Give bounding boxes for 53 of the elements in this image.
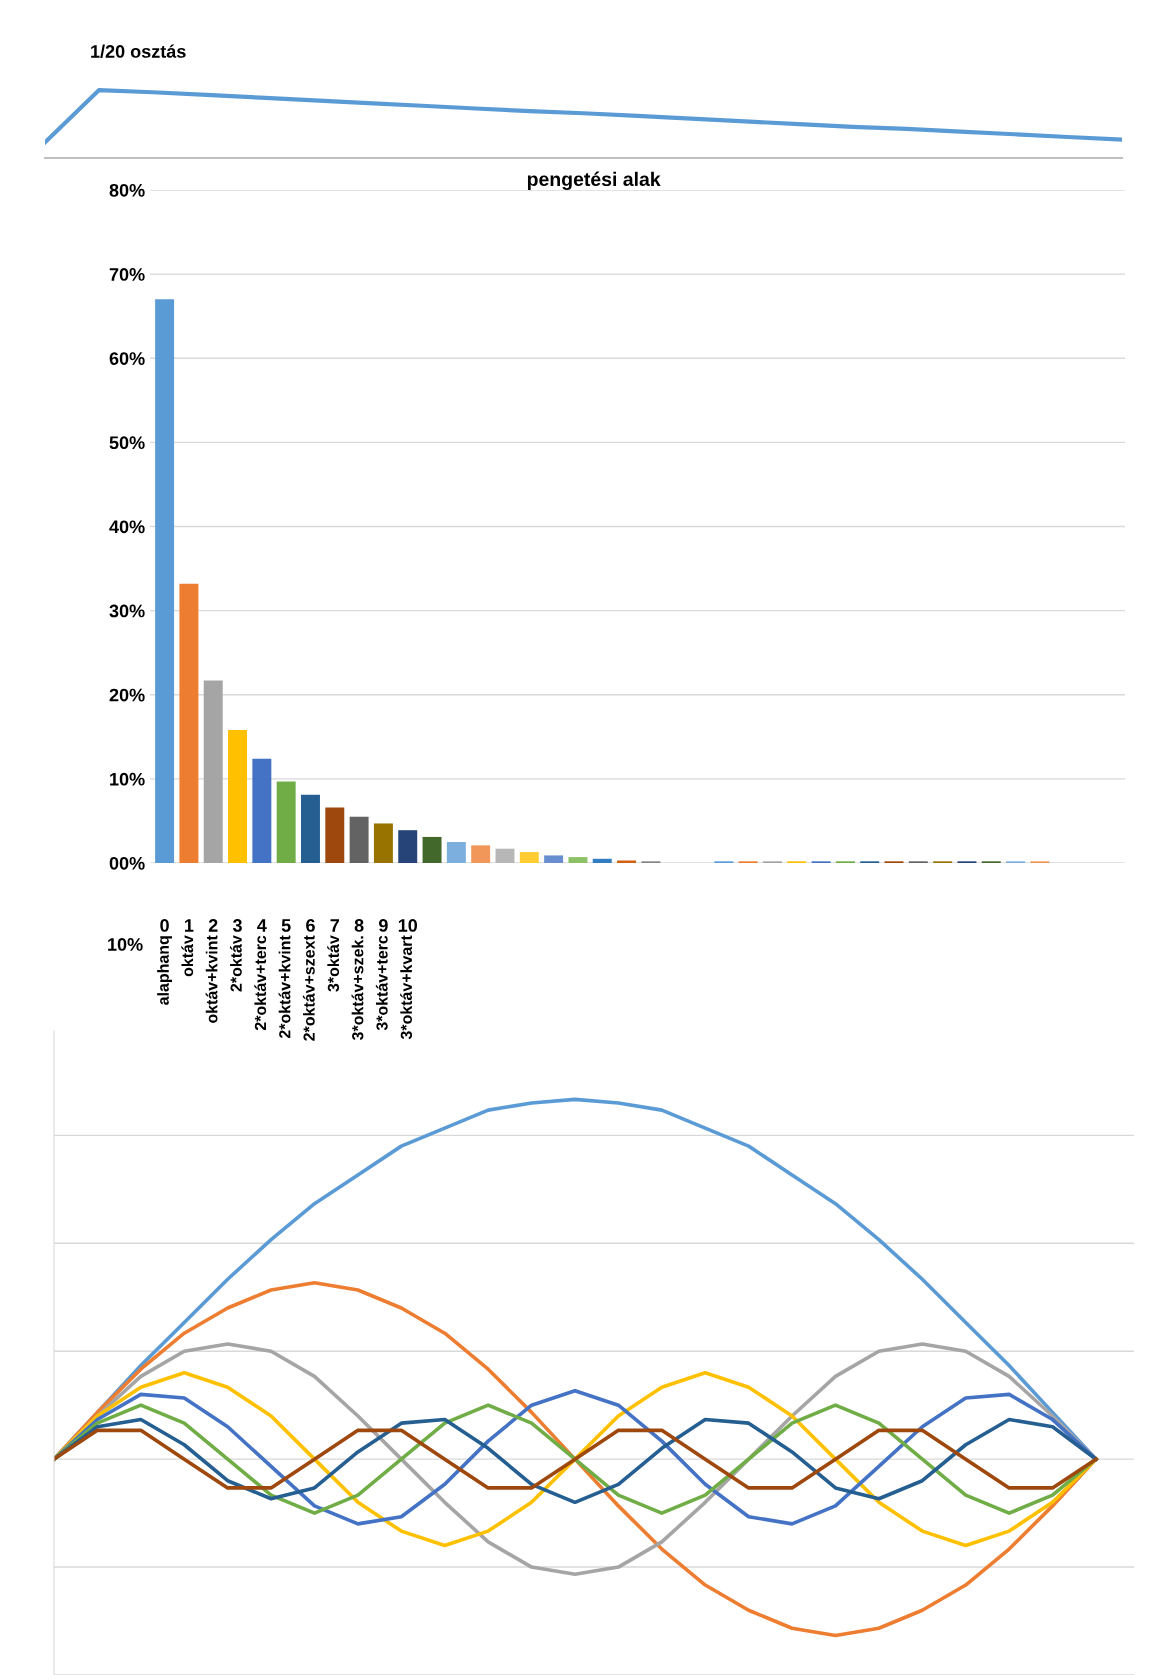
bar bbox=[349, 816, 369, 863]
y-tick-label: 70% bbox=[109, 268, 145, 281]
text: 1 bbox=[185, 919, 194, 932]
y-tick-label: 20% bbox=[109, 688, 145, 702]
bar bbox=[300, 794, 320, 863]
x-tick-label: 3*oktáv+kvart bbox=[400, 935, 413, 1040]
text: 2 bbox=[208, 919, 218, 932]
bar bbox=[325, 807, 345, 863]
text: 9 bbox=[379, 919, 388, 932]
y-tick-label: 30% bbox=[109, 604, 145, 618]
y-tick-label: 10% bbox=[110, 772, 145, 786]
y-tick-label: 80% bbox=[109, 183, 145, 197]
bar bbox=[252, 758, 272, 863]
x-tick-label: 3*oktáv+terc bbox=[375, 935, 388, 1031]
bar bbox=[446, 841, 466, 863]
bar bbox=[398, 830, 418, 863]
text: 4 bbox=[257, 919, 267, 932]
x-tick-label: 2*oktáv bbox=[229, 935, 242, 992]
y-tick-label: 60% bbox=[109, 352, 145, 365]
bar bbox=[422, 836, 442, 863]
bar bbox=[592, 858, 612, 863]
x-tick-label: alaphanq bbox=[157, 936, 173, 1005]
text: 8 bbox=[354, 919, 364, 932]
bar bbox=[373, 823, 393, 863]
y-tick-label: 40% bbox=[109, 520, 145, 534]
bar bbox=[155, 299, 175, 863]
chart-title: pengetési alak bbox=[527, 171, 661, 190]
text: 5 bbox=[281, 919, 291, 932]
x-tick-label: 2*oktáv+kvint bbox=[278, 935, 291, 1039]
x-tick-label: 3*oktáv+szek. bbox=[351, 936, 364, 1041]
x-tick-label: 2*oktáv+szext bbox=[302, 935, 315, 1041]
x-tick-label: 2*oktáv+terc bbox=[254, 935, 267, 1031]
bar bbox=[471, 845, 491, 863]
bar bbox=[228, 730, 248, 863]
text: 3 bbox=[232, 919, 242, 932]
y-tick-label: 50% bbox=[109, 436, 145, 450]
chart-title: 1/20 osztás bbox=[91, 44, 186, 59]
bar bbox=[544, 855, 564, 863]
bar bbox=[519, 852, 539, 863]
bar bbox=[617, 860, 637, 863]
bar bbox=[179, 583, 199, 863]
y-tick-label: 00% bbox=[109, 856, 145, 870]
x-tick-label: oktáv+kvint bbox=[205, 935, 218, 1023]
bar bbox=[568, 857, 588, 863]
text: 10 bbox=[398, 919, 418, 932]
text: 0 bbox=[160, 919, 169, 932]
text: 6 bbox=[306, 919, 315, 932]
bar bbox=[495, 848, 515, 863]
x-tick-label: 3*oktáv bbox=[327, 935, 340, 992]
x-tick-label: oktáv bbox=[181, 935, 194, 977]
text: 7 bbox=[330, 919, 340, 932]
bar bbox=[276, 781, 296, 863]
bar bbox=[203, 680, 223, 863]
